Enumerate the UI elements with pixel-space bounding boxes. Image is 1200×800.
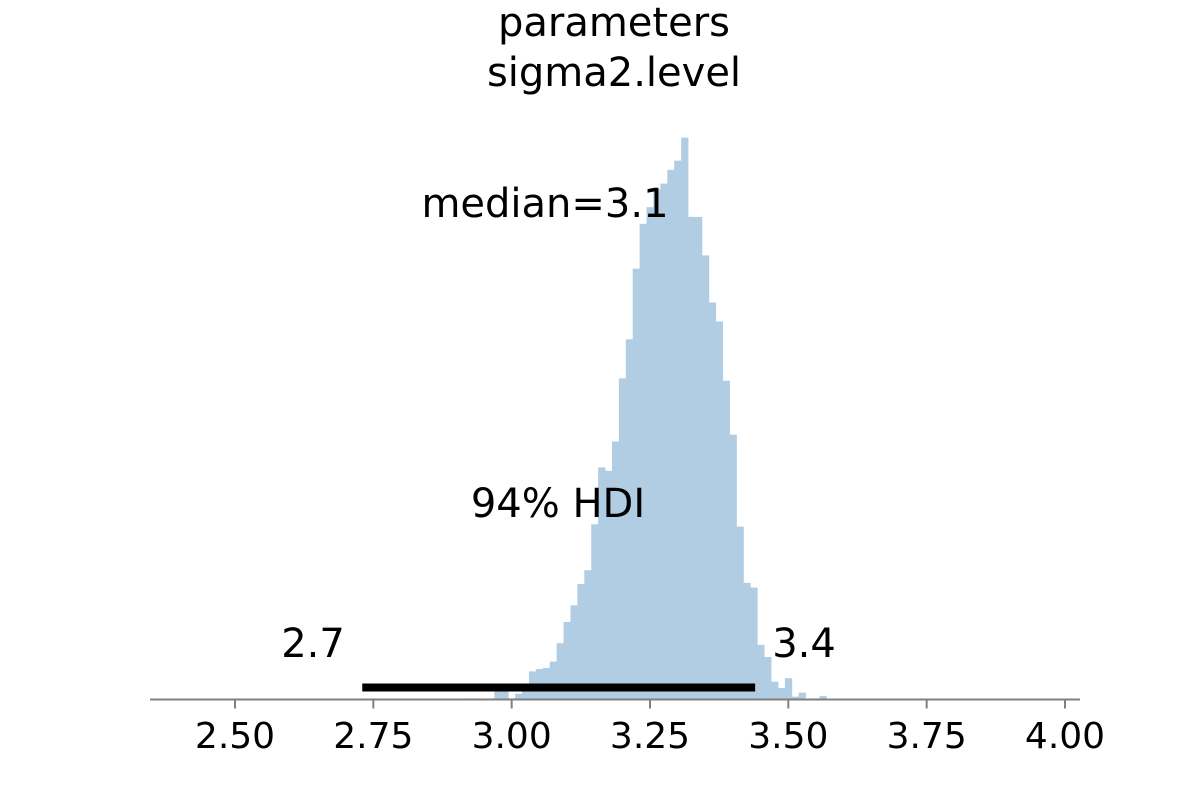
x-tick-label: 3.00 bbox=[472, 716, 552, 757]
histogram-bar bbox=[632, 268, 641, 700]
chart-title-line-2: sigma2.level bbox=[487, 50, 741, 96]
histogram-bar bbox=[764, 656, 772, 700]
histogram-bar bbox=[784, 678, 793, 700]
histogram-bar bbox=[694, 216, 703, 700]
histogram-bar bbox=[522, 685, 530, 700]
histogram-bar bbox=[639, 223, 647, 700]
histogram-bar bbox=[736, 526, 744, 700]
histogram-bar bbox=[777, 688, 786, 700]
histogram-bar bbox=[660, 183, 668, 700]
chart-title-line-1: parameters bbox=[498, 0, 730, 46]
histogram-bar bbox=[674, 160, 682, 700]
histogram-bar bbox=[598, 467, 606, 700]
x-tick-label: 3.50 bbox=[748, 716, 828, 757]
x-axis-ticks: 2.50 2.75 3.00 3.25 3.50 3.75 4.00 bbox=[195, 699, 1105, 757]
histogram-bar bbox=[556, 643, 564, 700]
histogram-bar bbox=[570, 605, 578, 700]
histogram-bar bbox=[618, 378, 627, 700]
histogram-bar bbox=[750, 587, 758, 700]
histogram-bar bbox=[798, 692, 807, 700]
x-tick-label: 4.00 bbox=[1025, 716, 1105, 757]
histogram-bar bbox=[584, 570, 592, 700]
histogram-bar bbox=[625, 339, 634, 700]
histogram-bar bbox=[722, 380, 730, 700]
histogram-bar bbox=[494, 691, 502, 700]
histogram-bar bbox=[605, 470, 613, 700]
histogram-bar bbox=[501, 688, 509, 700]
histogram-bar bbox=[646, 207, 654, 700]
histogram-bar bbox=[577, 584, 585, 700]
median-label: median=3.1 bbox=[421, 181, 668, 227]
hdi-lower-bound-label: 2.7 bbox=[281, 621, 345, 667]
histogram-bar bbox=[708, 302, 717, 700]
histogram-bar bbox=[729, 434, 737, 700]
histogram-bar bbox=[667, 169, 675, 700]
histogram-bar bbox=[653, 189, 661, 700]
histogram-bar bbox=[611, 441, 620, 700]
histogram-bar bbox=[563, 621, 571, 700]
x-tick-label: 3.25 bbox=[610, 716, 690, 757]
histogram-bar bbox=[549, 661, 558, 700]
histogram-bar bbox=[771, 681, 779, 700]
histogram-bar bbox=[743, 582, 751, 700]
x-tick-label: 3.75 bbox=[887, 716, 967, 757]
hdi-label: 94% HDI bbox=[471, 481, 645, 527]
x-tick-label: 2.75 bbox=[333, 716, 413, 757]
histogram-bar bbox=[819, 696, 827, 700]
histogram-bar bbox=[515, 693, 523, 700]
histogram-bar bbox=[591, 524, 599, 700]
histogram-bar bbox=[757, 644, 765, 700]
histogram-bar bbox=[681, 137, 689, 700]
histogram-bar bbox=[688, 216, 696, 700]
histogram-bar bbox=[715, 321, 724, 700]
x-tick-label: 2.50 bbox=[195, 716, 275, 757]
histogram-bar bbox=[791, 696, 800, 700]
hdi-upper-bound-label: 3.4 bbox=[772, 621, 836, 667]
histogram-bar bbox=[701, 255, 710, 700]
